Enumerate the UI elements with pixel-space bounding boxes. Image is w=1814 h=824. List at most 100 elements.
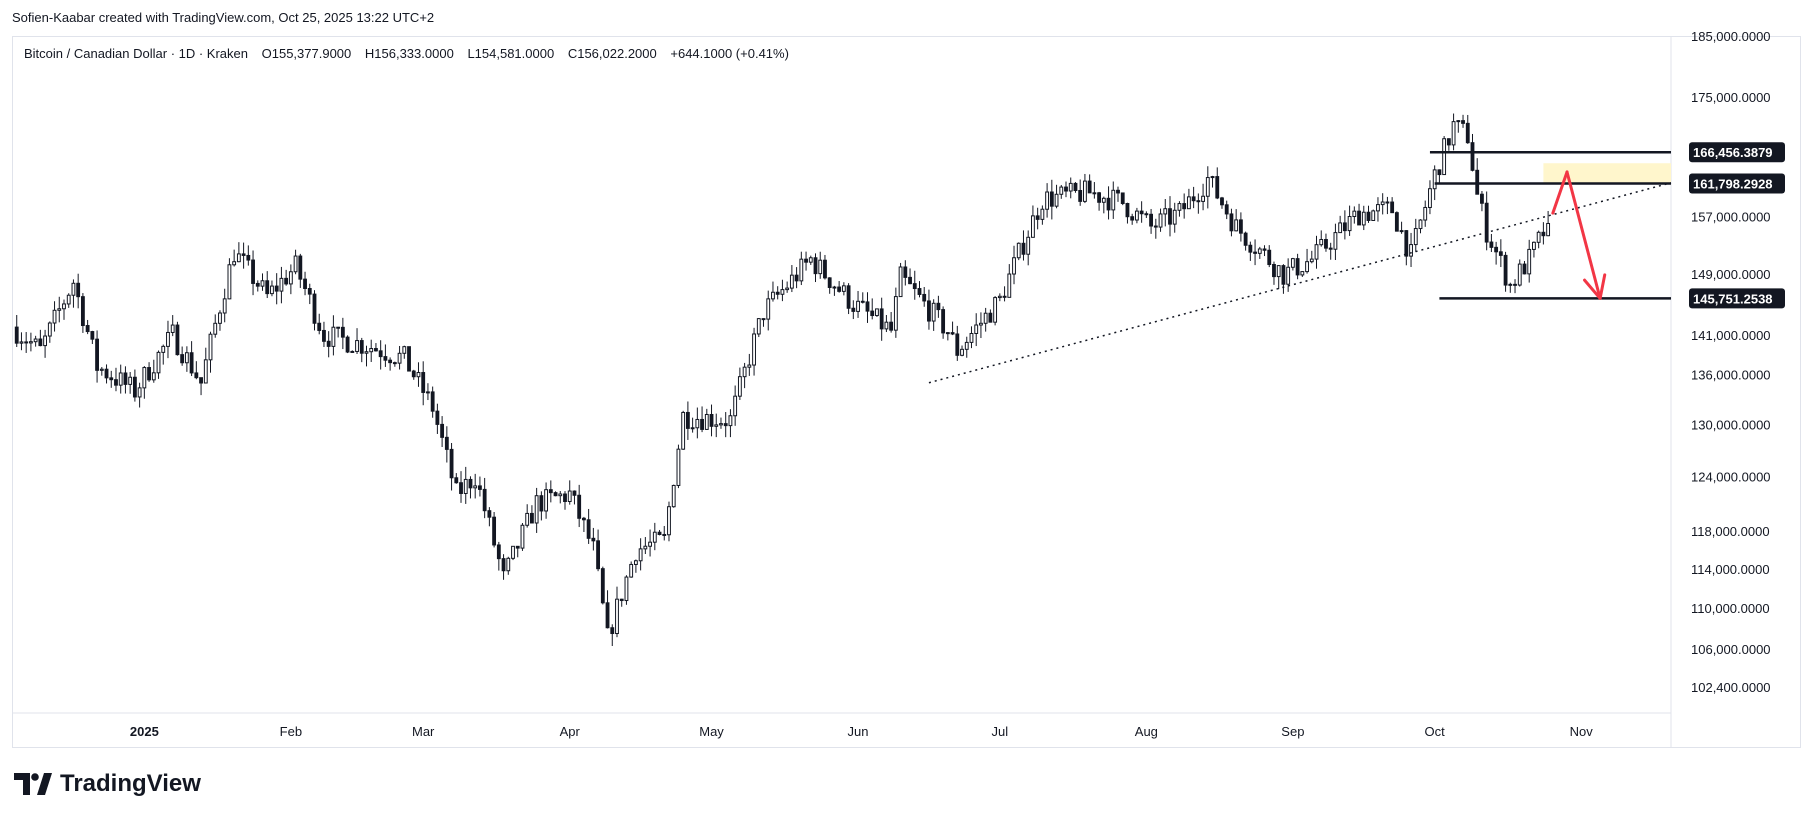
candle-up xyxy=(993,297,998,323)
candle-down xyxy=(610,627,615,635)
candle-up xyxy=(808,257,813,263)
candle-up xyxy=(1158,213,1163,228)
candle-down xyxy=(988,312,993,323)
tradingview-brand[interactable]: TradingView xyxy=(14,770,201,798)
time-tick-label: Jun xyxy=(848,724,869,739)
time-axis[interactable]: 2025 Feb Mar Apr May Jun Jul Aug Sep Oct Nov xyxy=(130,724,1593,739)
candle-down xyxy=(1097,192,1102,203)
candle-up xyxy=(62,303,66,310)
price-axis[interactable]: 185,000.0000 175,000.0000 157,000.0000 149,… xyxy=(1691,29,1771,695)
candle-down xyxy=(411,370,416,378)
candle-up xyxy=(558,493,563,497)
candle-down xyxy=(1229,213,1234,232)
legend-change: +644.1000 (+0.41%) xyxy=(670,46,789,61)
candle-up xyxy=(203,359,208,384)
candlestick-series xyxy=(14,113,1551,647)
candle-down xyxy=(1272,263,1276,278)
candle-down xyxy=(1465,122,1470,144)
candle-down xyxy=(1404,230,1409,257)
candle-up xyxy=(1413,228,1418,246)
candle-down xyxy=(1215,176,1220,199)
candle-down xyxy=(265,280,270,295)
candle-down xyxy=(340,326,345,338)
price-tick-label: 124,000.0000 xyxy=(1691,469,1771,484)
time-tick-label: Mar xyxy=(412,724,435,739)
candle-down xyxy=(903,266,908,278)
candle-up xyxy=(1177,203,1182,211)
candle-up xyxy=(1319,238,1324,246)
price-tick-label: 106,000.0000 xyxy=(1691,642,1771,657)
candle-up xyxy=(416,372,421,378)
candle-up xyxy=(756,318,761,335)
candle-up xyxy=(28,341,33,344)
candle-up xyxy=(747,364,752,368)
candle-up xyxy=(964,341,969,350)
candle-up xyxy=(1305,261,1309,273)
candle-down xyxy=(605,602,610,629)
candle-down xyxy=(392,362,397,365)
candle-up xyxy=(1134,210,1139,221)
candle-down xyxy=(459,482,463,494)
candle-down xyxy=(24,341,29,344)
candle-down xyxy=(1191,196,1196,202)
candle-up xyxy=(898,266,903,298)
candle-down xyxy=(539,495,544,512)
candle-up xyxy=(1101,197,1106,203)
level-price-tags: 166,456.3879 161,798.2928 145,751.2538 xyxy=(1689,142,1785,309)
candle-down xyxy=(440,423,445,438)
candle-up xyxy=(33,338,38,343)
time-tick-label: Nov xyxy=(1570,724,1594,739)
candle-up xyxy=(1172,209,1177,225)
candle-up xyxy=(1026,236,1031,255)
price-tick-label: 136,000.0000 xyxy=(1691,368,1771,383)
candle-up xyxy=(534,495,539,524)
candle-up xyxy=(544,489,549,512)
candle-down xyxy=(132,376,137,398)
candle-down xyxy=(1130,216,1135,221)
level-tag xyxy=(1689,142,1785,163)
candle-up xyxy=(1347,216,1352,232)
candle-up xyxy=(1290,258,1295,268)
candle-up xyxy=(567,490,572,503)
candle-up xyxy=(1045,191,1050,210)
candle-up xyxy=(397,352,402,364)
candle-up xyxy=(520,524,525,549)
candle-up xyxy=(1428,188,1432,208)
time-tick-label: Feb xyxy=(280,724,302,739)
candle-up xyxy=(737,376,742,397)
candle-down xyxy=(912,283,917,290)
candle-down xyxy=(109,377,114,381)
candle-down xyxy=(307,288,312,295)
candle-up xyxy=(222,298,227,314)
candle-down xyxy=(180,354,185,364)
candle-down xyxy=(813,257,818,275)
candle-up xyxy=(1451,121,1456,146)
candle-up xyxy=(288,271,293,285)
candle-up xyxy=(1082,180,1087,202)
candle-up xyxy=(714,424,719,427)
candle-down xyxy=(619,598,624,602)
candle-down xyxy=(374,348,378,352)
candle-up xyxy=(1409,244,1413,257)
candle-down xyxy=(246,254,251,261)
candle-down xyxy=(950,332,955,335)
candle-down xyxy=(312,293,317,324)
candle-up xyxy=(832,286,837,289)
candle-up xyxy=(1210,176,1215,179)
legend-symbol[interactable]: Bitcoin / Canadian Dollar · 1D · Kraken xyxy=(24,46,248,61)
candle-down xyxy=(1498,251,1503,256)
candle-up xyxy=(1186,196,1191,210)
candle-down xyxy=(1073,182,1078,192)
candle-up xyxy=(19,341,24,344)
candle-down xyxy=(421,372,426,393)
candle-down xyxy=(95,338,99,371)
candle-up xyxy=(719,423,723,426)
candle-down xyxy=(487,510,492,518)
candle-down xyxy=(581,517,586,521)
price-tick-label: 114,000.0000 xyxy=(1691,562,1770,577)
candle-up xyxy=(1276,265,1281,278)
candle-up xyxy=(43,335,48,347)
candle-up xyxy=(771,291,775,300)
candle-down xyxy=(1125,202,1130,218)
